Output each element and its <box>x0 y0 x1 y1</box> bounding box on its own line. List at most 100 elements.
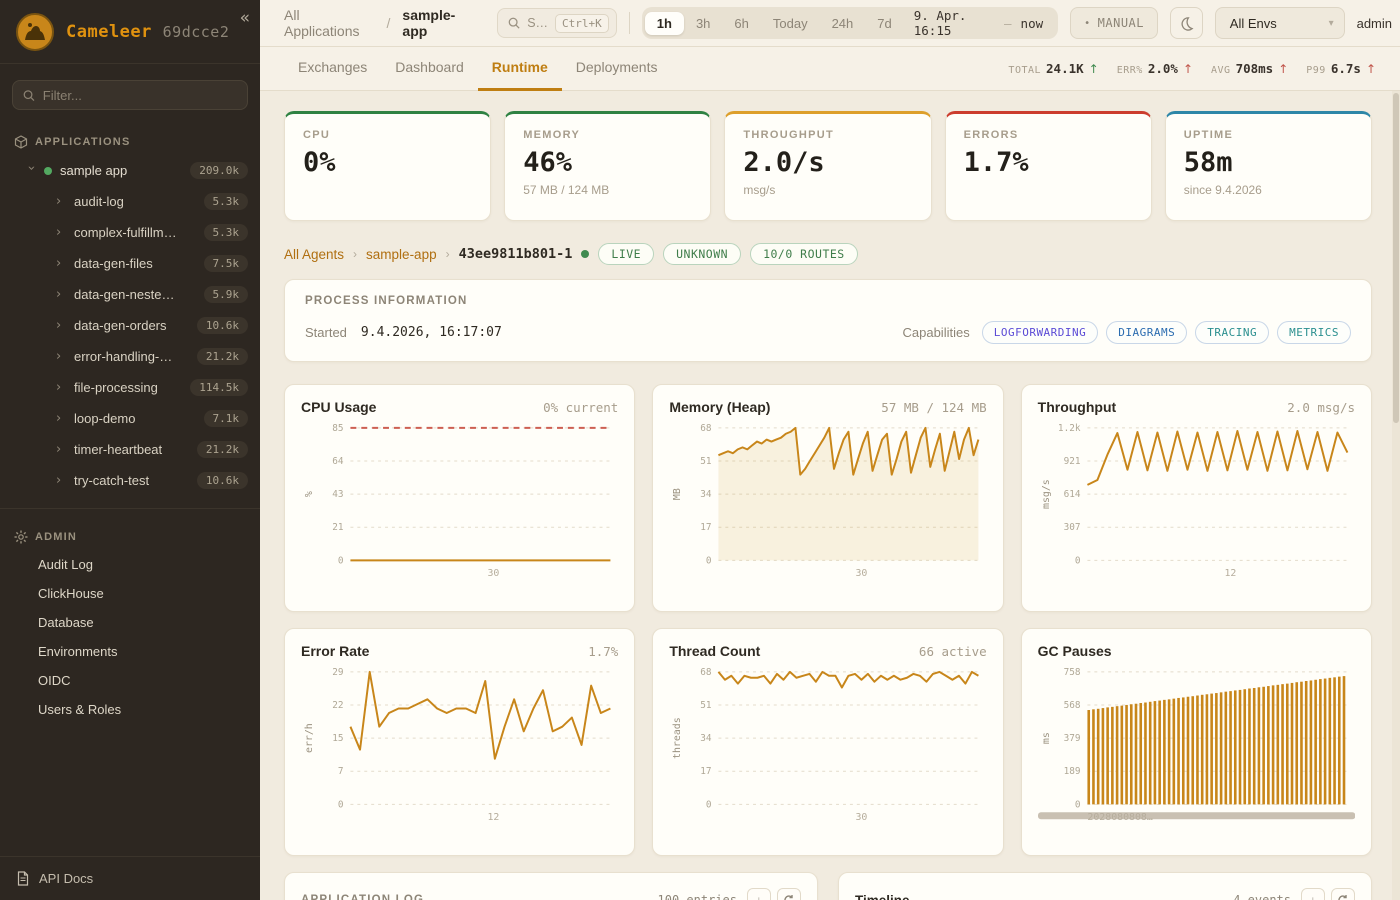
sidebar-item-environments[interactable]: Environments <box>38 644 118 659</box>
svg-text:MB: MB <box>672 488 683 500</box>
metric-sub: msg/s <box>743 183 776 197</box>
download-button[interactable]: ↓ <box>747 888 771 900</box>
refresh-button[interactable] <box>777 888 801 900</box>
svg-text:0: 0 <box>706 799 712 810</box>
dark-mode-toggle[interactable] <box>1170 7 1203 39</box>
tree-item-label: audit-log <box>74 194 124 209</box>
metric-card-cpu: CPU 0% <box>284 111 492 221</box>
tree-item-error-handling[interactable]: › error-handling-… 21.2k <box>0 341 260 372</box>
tab-deployments[interactable]: Deployments <box>575 58 658 75</box>
tree-item-data-gen-neste[interactable]: › data-gen-neste… 5.9k <box>0 279 260 310</box>
bottom-panels-row: APPLICATION LOG 100 entries ↓ Timeline 4 eve… <box>284 872 1372 900</box>
metric-value: 58m <box>1183 147 1233 178</box>
admin-nav: Audit Log ClickHouse Database Environments O… <box>0 550 260 724</box>
chart-current-value: 1.7% <box>588 644 619 659</box>
svg-text:379: 379 <box>1063 733 1080 744</box>
tree-item-loop-demo[interactable]: › loop-demo 7.1k <box>0 403 260 434</box>
environment-selected: All Envs <box>1229 15 1277 31</box>
user-name[interactable]: admin <box>1356 15 1393 31</box>
filter-input[interactable] <box>42 87 237 103</box>
started-label: Started <box>305 325 347 340</box>
tree-item-audit-log[interactable]: › audit-log 5.3k <box>0 186 260 217</box>
app-title: Cameleer 69dcce2 <box>66 21 230 42</box>
svg-text:64: 64 <box>332 456 344 467</box>
refresh-icon <box>784 895 794 900</box>
count-badge: 5.3k <box>203 193 248 210</box>
time-range-6h[interactable]: 6h <box>722 12 760 35</box>
panel-title: Timeline <box>855 892 910 900</box>
agent-breadcrumb-row: All Agents › sample-app › 43ee9811b801-1 LIVE… <box>284 243 1372 265</box>
chart-current-value: 57 MB / 124 MB <box>881 400 987 415</box>
tree-item-label: data-gen-files <box>74 256 153 271</box>
search-icon <box>23 89 35 101</box>
tab-dashboard[interactable]: Dashboard <box>395 58 464 75</box>
chevron-right-icon: › <box>56 287 62 302</box>
sidebar-item-users-roles[interactable]: Users & Roles <box>38 702 122 717</box>
sidebar-item-database[interactable]: Database <box>38 615 94 630</box>
tab-exchanges[interactable]: Exchanges <box>298 58 368 75</box>
trend-up-icon: ↑ <box>1182 62 1193 76</box>
live-status-dot <box>581 250 590 258</box>
tree-item-try-catch-test[interactable]: › try-catch-test 10.6k <box>0 465 260 496</box>
applications-section-header: APPLICATIONS <box>0 129 260 155</box>
chart-title: Thread Count <box>669 643 761 659</box>
tree-item-label: error-handling-… <box>74 349 173 364</box>
stat-label: P99 <box>1306 65 1326 76</box>
application-tree: › sample app 209.0k › audit-log 5.3k › complex-… <box>0 155 260 496</box>
cameleer-logo-icon <box>16 12 54 51</box>
metric-value: 2.0/s <box>743 147 825 178</box>
tree-item-timer-heartbeat[interactable]: › timer-heartbeat 21.2k <box>0 434 260 465</box>
stat-value: 6.7s <box>1330 61 1361 76</box>
time-range-7d[interactable]: 7d <box>865 12 903 35</box>
agent-link-sample-app[interactable]: sample-app <box>366 246 437 262</box>
sidebar-item-audit-log[interactable]: Audit Log <box>38 557 93 572</box>
search-placeholder: S… <box>527 16 549 30</box>
svg-text:22: 22 <box>332 700 343 711</box>
sidebar-item-clickhouse[interactable]: ClickHouse <box>38 586 104 601</box>
time-range-today[interactable]: Today <box>761 12 820 35</box>
tab-runtime[interactable]: Runtime <box>477 47 562 91</box>
time-span[interactable]: 9. Apr. 16:15 – now <box>904 8 1055 38</box>
panel-application-log: APPLICATION LOG 100 entries ↓ <box>284 872 818 900</box>
chevron-right-icon: › <box>56 194 62 209</box>
stat-label: ERR% <box>1116 65 1143 76</box>
tree-item-data-gen-orders[interactable]: › data-gen-orders 10.6k <box>0 310 260 341</box>
breadcrumb-all-applications[interactable]: All Applications <box>284 7 360 39</box>
trend-up-icon: ↑ <box>1365 62 1376 76</box>
capabilities-label: Capabilities <box>902 325 970 340</box>
download-button[interactable]: ↓ <box>1301 888 1325 900</box>
svg-text:758: 758 <box>1063 667 1080 678</box>
chart-card-thread-count: Thread Count 66 active 68 51 34 17 0 threads 30 <box>652 628 1004 856</box>
global-search[interactable]: S… Ctrl+K <box>497 8 617 38</box>
time-range-3h[interactable]: 3h <box>684 12 722 35</box>
sidebar-collapse-button[interactable]: « <box>239 8 250 28</box>
chart-card-memory-heap: Memory (Heap) 57 MB / 124 MB 68 51 34 17 0 MB 30 <box>652 384 1004 612</box>
chevron-right-icon: › <box>56 349 62 364</box>
scrollbar-thumb[interactable] <box>1393 93 1399 423</box>
environment-select[interactable]: All Envs ▾ <box>1214 7 1345 39</box>
process-information-title: PROCESS INFORMATION <box>305 295 468 307</box>
agent-link-all-agents[interactable]: All Agents <box>284 246 345 262</box>
metric-card-errors: ERRORS 1.7% <box>944 111 1152 221</box>
time-range-24h[interactable]: 24h <box>820 12 866 35</box>
chevron-right-icon: › <box>56 442 62 457</box>
svg-text:34: 34 <box>701 489 713 500</box>
tree-item-complex-fulfillm[interactable]: › complex-fulfillm… 5.3k <box>0 217 260 248</box>
sidebar-filter[interactable] <box>12 80 248 110</box>
chart-plot-memory-heap: 68 51 34 17 0 MB 30 <box>672 423 980 579</box>
count-badge: 21.2k <box>196 441 248 458</box>
tree-item-data-gen-files[interactable]: › data-gen-files 7.5k <box>0 248 260 279</box>
sidebar-item-api-docs[interactable]: API Docs <box>0 856 260 900</box>
tree-item-sample-app[interactable]: › sample app 209.0k <box>0 155 260 186</box>
svg-text:threads: threads <box>672 717 683 759</box>
manual-refresh-button[interactable]: • MANUAL <box>1070 7 1159 39</box>
refresh-button[interactable] <box>1331 888 1355 900</box>
time-range-1h[interactable]: 1h <box>644 11 684 35</box>
sidebar-item-oidc[interactable]: OIDC <box>38 673 71 688</box>
svg-text:0: 0 <box>1075 555 1081 566</box>
tree-item-label: complex-fulfillm… <box>74 225 177 240</box>
tree-item-file-processing[interactable]: › file-processing 114.5k <box>0 372 260 403</box>
svg-text:68: 68 <box>701 423 713 434</box>
scrollbar[interactable] <box>1392 91 1400 900</box>
